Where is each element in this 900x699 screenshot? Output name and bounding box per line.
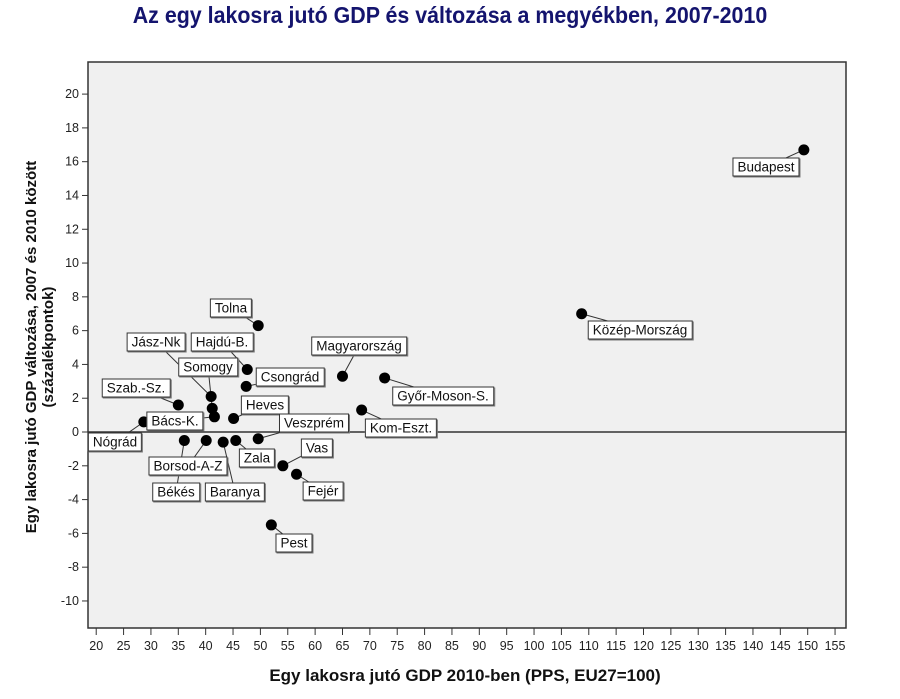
x-tick-label: 65 — [336, 639, 350, 653]
x-tick-label: 60 — [308, 639, 322, 653]
data-point — [356, 404, 368, 416]
x-tick-label: 30 — [144, 639, 158, 653]
data-point — [336, 370, 348, 382]
x-tick-label: 145 — [770, 639, 791, 653]
point-label: Budapest — [732, 157, 800, 177]
x-tick-label: 115 — [606, 639, 626, 653]
data-point — [228, 412, 240, 424]
x-tick-label: 100 — [524, 639, 545, 653]
data-point — [208, 411, 220, 423]
data-point — [178, 434, 190, 446]
x-tick-label: 55 — [281, 639, 295, 653]
point-label: Győr-Moson-S. — [392, 386, 494, 406]
data-point — [241, 363, 253, 375]
data-point — [379, 372, 391, 384]
x-tick-label: 35 — [171, 639, 185, 653]
chart-title: Az egy lakosra jutó GDP és változása a m… — [132, 2, 768, 28]
point-label: Hajdú-B. — [190, 332, 254, 352]
x-tick-label: 110 — [579, 639, 599, 653]
point-label: Tolna — [209, 298, 253, 318]
x-tick-label: 85 — [445, 639, 459, 653]
data-point — [798, 144, 810, 156]
x-tick-label: 80 — [418, 639, 432, 653]
point-label: Somogy — [178, 357, 238, 377]
x-tick-label: 105 — [551, 639, 572, 653]
x-tick-label: 150 — [797, 639, 818, 653]
data-point — [240, 380, 252, 392]
data-point — [172, 399, 184, 411]
point-label: Fejér — [302, 481, 344, 501]
y-tick-label: 18 — [65, 121, 79, 135]
y-tick-label: -10 — [61, 594, 79, 608]
x-tick-label: 20 — [89, 639, 103, 653]
point-label: Heves — [240, 395, 290, 415]
point-label: Bács-K. — [146, 411, 204, 431]
x-tick-label: 50 — [253, 639, 267, 653]
x-axis-label: Egy lakosra jutó GDP 2010-ben (PPS, EU27… — [269, 666, 661, 685]
point-label: Veszprém — [278, 413, 350, 433]
point-label: Kom-Eszt. — [364, 418, 438, 438]
data-point — [277, 460, 289, 472]
y-tick-label: 2 — [72, 391, 79, 405]
data-point — [252, 433, 264, 445]
data-point — [205, 391, 217, 403]
data-point — [206, 402, 218, 414]
data-point — [576, 308, 588, 320]
y-tick-label: -8 — [68, 560, 79, 574]
data-point — [217, 436, 229, 448]
point-label: Pest — [275, 533, 313, 553]
point-label: Békés — [152, 482, 200, 502]
x-tick-label: 120 — [633, 639, 654, 653]
y-tick-label: 12 — [65, 222, 79, 236]
y-tick-label: 14 — [65, 188, 79, 202]
y-tick-label: 0 — [72, 425, 79, 439]
data-point — [200, 434, 212, 446]
data-point — [252, 320, 264, 332]
data-point — [265, 519, 277, 531]
point-label: Magyarország — [311, 336, 407, 356]
x-tick-label: 70 — [363, 639, 377, 653]
point-label: Nógrád — [87, 432, 143, 452]
y-tick-label: 6 — [72, 324, 79, 338]
point-label: Borsod-A-Z — [148, 456, 228, 476]
point-label: Közép-Mország — [587, 320, 693, 340]
x-tick-label: 40 — [199, 639, 213, 653]
x-tick-label: 90 — [472, 639, 486, 653]
y-tick-label: 10 — [65, 256, 79, 270]
x-tick-label: 25 — [117, 639, 131, 653]
y-tick-label: 8 — [72, 290, 79, 304]
x-tick-label: 135 — [715, 639, 736, 653]
y-tick-label: 4 — [72, 357, 79, 371]
point-label: Zala — [238, 448, 276, 468]
y-tick-label: 20 — [65, 87, 79, 101]
x-tick-label: 155 — [825, 639, 846, 653]
point-label: Baranya — [204, 482, 266, 502]
point-label: Jász-Nk — [126, 332, 186, 352]
y-tick-label: -2 — [68, 459, 79, 473]
point-label: Vas — [300, 438, 334, 458]
x-tick-label: 140 — [743, 639, 764, 653]
x-tick-label: 95 — [500, 639, 514, 653]
x-tick-label: 130 — [688, 639, 709, 653]
x-tick-label: 125 — [660, 639, 681, 653]
data-point — [230, 434, 242, 446]
data-point — [291, 468, 303, 480]
point-label: Csongrád — [255, 367, 325, 387]
x-tick-label: 75 — [390, 639, 404, 653]
y-tick-label: 16 — [65, 155, 79, 169]
point-label: Szab.-Sz. — [101, 378, 171, 398]
x-tick-label: 45 — [226, 639, 240, 653]
y-tick-label: -6 — [68, 526, 79, 540]
y-tick-label: -4 — [68, 493, 79, 507]
